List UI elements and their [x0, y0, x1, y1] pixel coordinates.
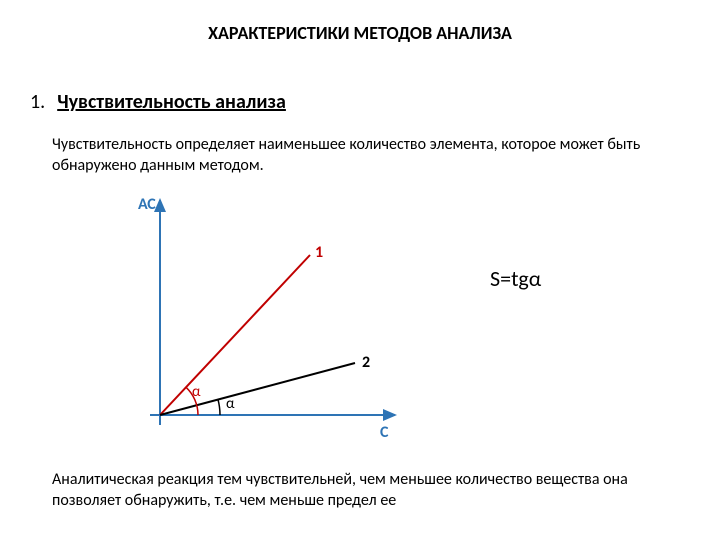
section-number: 1. [30, 90, 45, 114]
formula: S=tgα [490, 265, 541, 292]
x-axis-label: С [380, 423, 388, 442]
sensitivity-chart: АС С 1 2 α α [130, 195, 420, 445]
paragraph-1: Чувствительность определяет наименьшее к… [52, 135, 680, 177]
y-axis-label: АС [138, 195, 156, 214]
line2-label: 2 [362, 353, 370, 372]
section-heading: Чувствительность анализа [57, 90, 286, 114]
section-header: 1. Чувствительность анализа [30, 90, 286, 114]
line1-label: 1 [315, 243, 323, 262]
alpha-label-2: α [226, 395, 235, 413]
paragraph-2: Аналитическая реакция тем чувствительней… [52, 470, 680, 512]
chart-svg [130, 195, 420, 445]
page-title: ХАРАКТЕРИСТИКИ МЕТОДОВ АНАЛИЗА [0, 22, 720, 44]
alpha-label-1: α [192, 383, 201, 401]
